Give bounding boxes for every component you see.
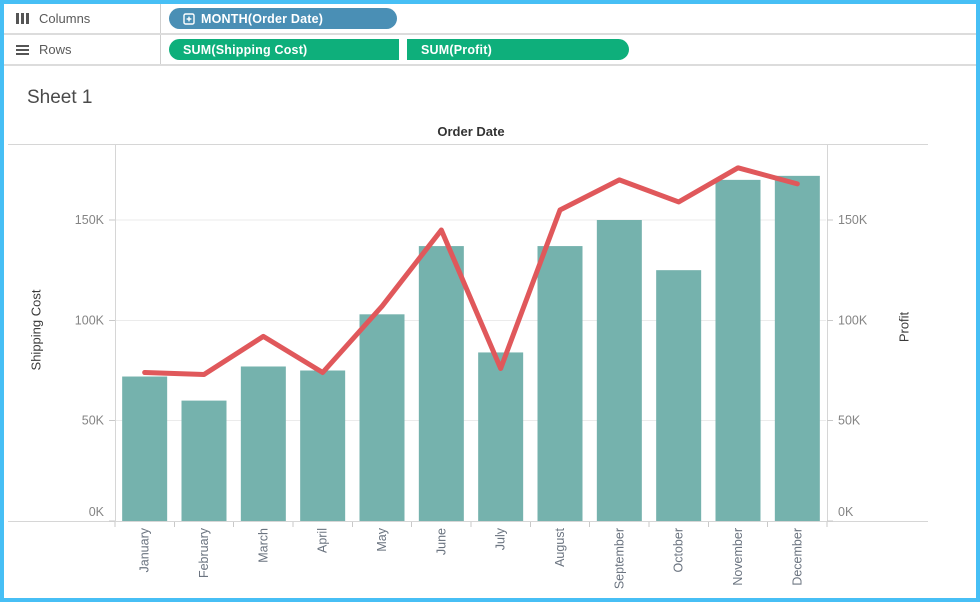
bar-september[interactable]	[596, 220, 642, 521]
pill-month-order-date[interactable]: MONTH(Order Date)	[169, 8, 397, 29]
pill-label: SUM(Profit)	[421, 42, 492, 57]
expand-plus-icon[interactable]	[183, 12, 195, 25]
left-tick-label-100k: 100K	[75, 313, 105, 327]
bar-june[interactable]	[418, 246, 464, 521]
chart-title: Order Date	[437, 124, 504, 139]
x-axis-label-may[interactable]: May	[375, 527, 389, 551]
pill-sum-profit[interactable]: SUM(Profit)	[407, 39, 629, 60]
right-axis-title: Profit	[897, 311, 912, 342]
bar-may[interactable]	[359, 314, 405, 521]
bar-april[interactable]	[300, 370, 346, 522]
bar-december[interactable]	[774, 175, 820, 521]
bar-august[interactable]	[537, 246, 583, 521]
bar-july[interactable]	[478, 352, 524, 521]
x-axis-label-april[interactable]: April	[316, 528, 330, 553]
pill-label: MONTH(Order Date)	[201, 11, 324, 26]
bar-october[interactable]	[656, 270, 702, 521]
bar-february[interactable]	[181, 400, 227, 521]
rows-shelf-header: Rows	[4, 35, 161, 64]
x-axis-label-october[interactable]: October	[672, 528, 686, 572]
right-tick-label-150k: 150K	[838, 213, 868, 227]
columns-shelf-label: Columns	[39, 11, 91, 26]
bar-january[interactable]	[122, 376, 168, 521]
rows-shelf-label: Rows	[39, 42, 72, 57]
left-tick-label-0k: 0K	[89, 505, 105, 519]
x-axis-label-september[interactable]: September	[612, 528, 626, 589]
x-axis-label-december[interactable]: December	[790, 528, 804, 586]
columns-shelf-header: Columns	[4, 4, 161, 33]
right-tick-label-50k: 50K	[838, 414, 861, 428]
x-axis-label-march[interactable]: March	[256, 528, 270, 563]
pill-label: SUM(Shipping Cost)	[183, 42, 308, 57]
rows-icon	[16, 44, 29, 55]
right-tick-label-0k: 0K	[838, 505, 854, 519]
sheet-title: Sheet 1	[27, 87, 93, 108]
x-axis-label-november[interactable]: November	[731, 528, 745, 586]
profit-line[interactable]	[142, 165, 800, 378]
pill-sum-shipping-cost[interactable]: SUM(Shipping Cost)	[169, 39, 399, 60]
columns-icon	[16, 13, 29, 24]
right-tick-label-100k: 100K	[838, 313, 868, 327]
x-axis-label-july[interactable]: July	[494, 527, 508, 550]
left-axis-title: Shipping Cost	[29, 289, 44, 370]
x-axis-label-june[interactable]: June	[434, 528, 448, 555]
left-tick-label-150k: 150K	[75, 213, 105, 227]
rows-shelf[interactable]: Rows SUM(Shipping Cost) SUM(Profit)	[4, 35, 976, 66]
x-axis-label-january[interactable]: January	[138, 527, 152, 572]
columns-pill-area[interactable]: MONTH(Order Date)	[161, 4, 976, 33]
rows-pill-area[interactable]: SUM(Shipping Cost) SUM(Profit)	[161, 35, 976, 64]
x-axis-label-august[interactable]: August	[553, 527, 567, 566]
bar-march[interactable]	[240, 366, 286, 521]
x-axis-label-february[interactable]: February	[197, 527, 211, 578]
left-tick-label-50k: 50K	[82, 414, 105, 428]
bar-november[interactable]	[715, 179, 761, 521]
columns-shelf[interactable]: Columns MONTH(Order Date)	[4, 4, 976, 35]
